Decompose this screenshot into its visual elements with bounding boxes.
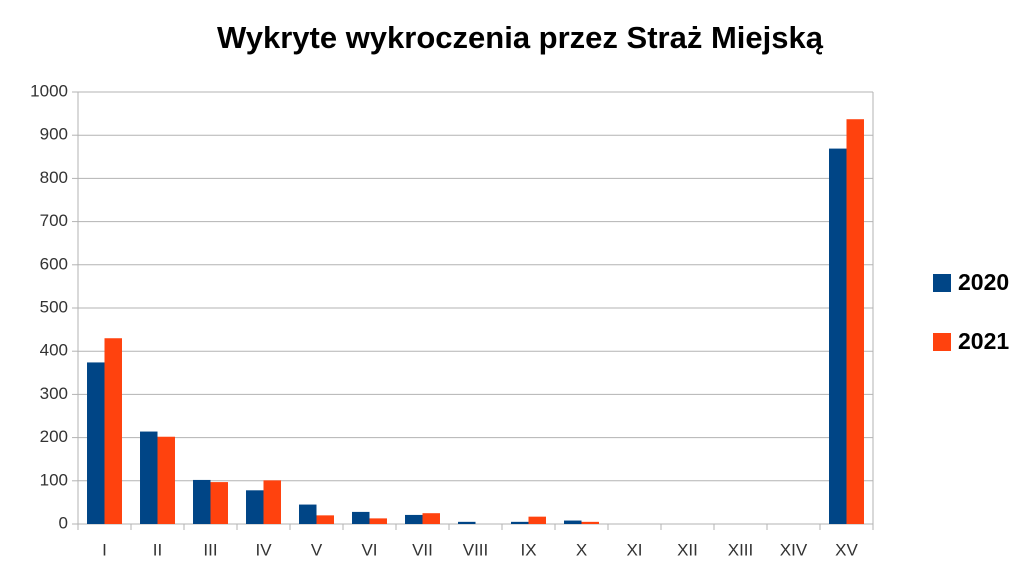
bar bbox=[87, 362, 105, 524]
x-tick-label: IX bbox=[520, 540, 536, 559]
bar bbox=[352, 511, 370, 524]
legend-swatch bbox=[933, 333, 951, 351]
x-tick-label: VIII bbox=[463, 540, 489, 559]
x-tick-label: V bbox=[311, 540, 323, 559]
legend-swatch bbox=[933, 274, 951, 292]
x-tick-label: X bbox=[576, 540, 587, 559]
y-tick-label: 800 bbox=[40, 168, 68, 187]
x-tick-label: II bbox=[153, 540, 162, 559]
bar bbox=[157, 436, 175, 524]
bar bbox=[104, 338, 122, 524]
x-tick-label: XIV bbox=[780, 540, 808, 559]
y-tick-label: 900 bbox=[40, 125, 68, 144]
chart-title: Wykryte wykroczenia przez Straż Miejską bbox=[217, 20, 824, 55]
x-tick-label: VII bbox=[412, 540, 433, 559]
bar bbox=[829, 148, 847, 525]
bar bbox=[846, 119, 864, 524]
bar bbox=[316, 515, 334, 524]
y-tick-label: 400 bbox=[40, 341, 68, 360]
y-tick-label: 600 bbox=[40, 254, 68, 273]
bar bbox=[140, 431, 158, 524]
x-tick-label: I bbox=[102, 540, 107, 559]
x-tick-label: VI bbox=[361, 540, 377, 559]
y-tick-label: 100 bbox=[40, 470, 68, 489]
bar bbox=[564, 520, 582, 524]
x-tick-label: IV bbox=[255, 540, 272, 559]
legend-label: 2020 bbox=[958, 269, 1009, 295]
bar bbox=[263, 480, 281, 524]
bar bbox=[299, 504, 317, 524]
bar bbox=[458, 521, 476, 524]
y-tick-label: 0 bbox=[59, 513, 68, 532]
y-tick-label: 1000 bbox=[30, 81, 68, 100]
bar bbox=[246, 490, 264, 524]
x-tick-label: XV bbox=[835, 540, 858, 559]
y-tick-label: 300 bbox=[40, 384, 68, 403]
bar bbox=[528, 516, 546, 524]
x-tick-label: XIII bbox=[728, 540, 754, 559]
bar bbox=[369, 518, 387, 524]
x-tick-label: XI bbox=[626, 540, 642, 559]
bar bbox=[210, 482, 228, 524]
y-tick-label: 500 bbox=[40, 297, 68, 316]
y-tick-label: 700 bbox=[40, 211, 68, 230]
x-tick-label: XII bbox=[677, 540, 698, 559]
bar bbox=[581, 521, 599, 524]
bar bbox=[422, 513, 440, 524]
bar bbox=[193, 479, 211, 524]
bar bbox=[511, 521, 529, 524]
bar bbox=[405, 514, 423, 524]
legend-label: 2021 bbox=[958, 328, 1009, 354]
x-tick-label: III bbox=[203, 540, 217, 559]
y-tick-label: 200 bbox=[40, 427, 68, 446]
